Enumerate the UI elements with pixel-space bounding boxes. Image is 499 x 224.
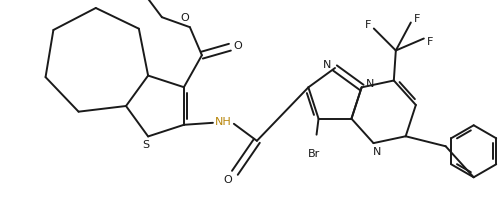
Text: F: F — [414, 13, 420, 24]
Text: O: O — [224, 175, 232, 185]
Text: N: N — [323, 60, 331, 70]
Text: F: F — [365, 19, 371, 30]
Text: N: N — [373, 147, 382, 157]
Text: O: O — [181, 13, 189, 23]
Text: O: O — [234, 41, 242, 51]
Text: NH: NH — [215, 117, 231, 127]
Text: N: N — [365, 79, 374, 89]
Text: Br: Br — [307, 149, 320, 159]
Text: F: F — [427, 37, 433, 47]
Text: S: S — [143, 140, 150, 151]
